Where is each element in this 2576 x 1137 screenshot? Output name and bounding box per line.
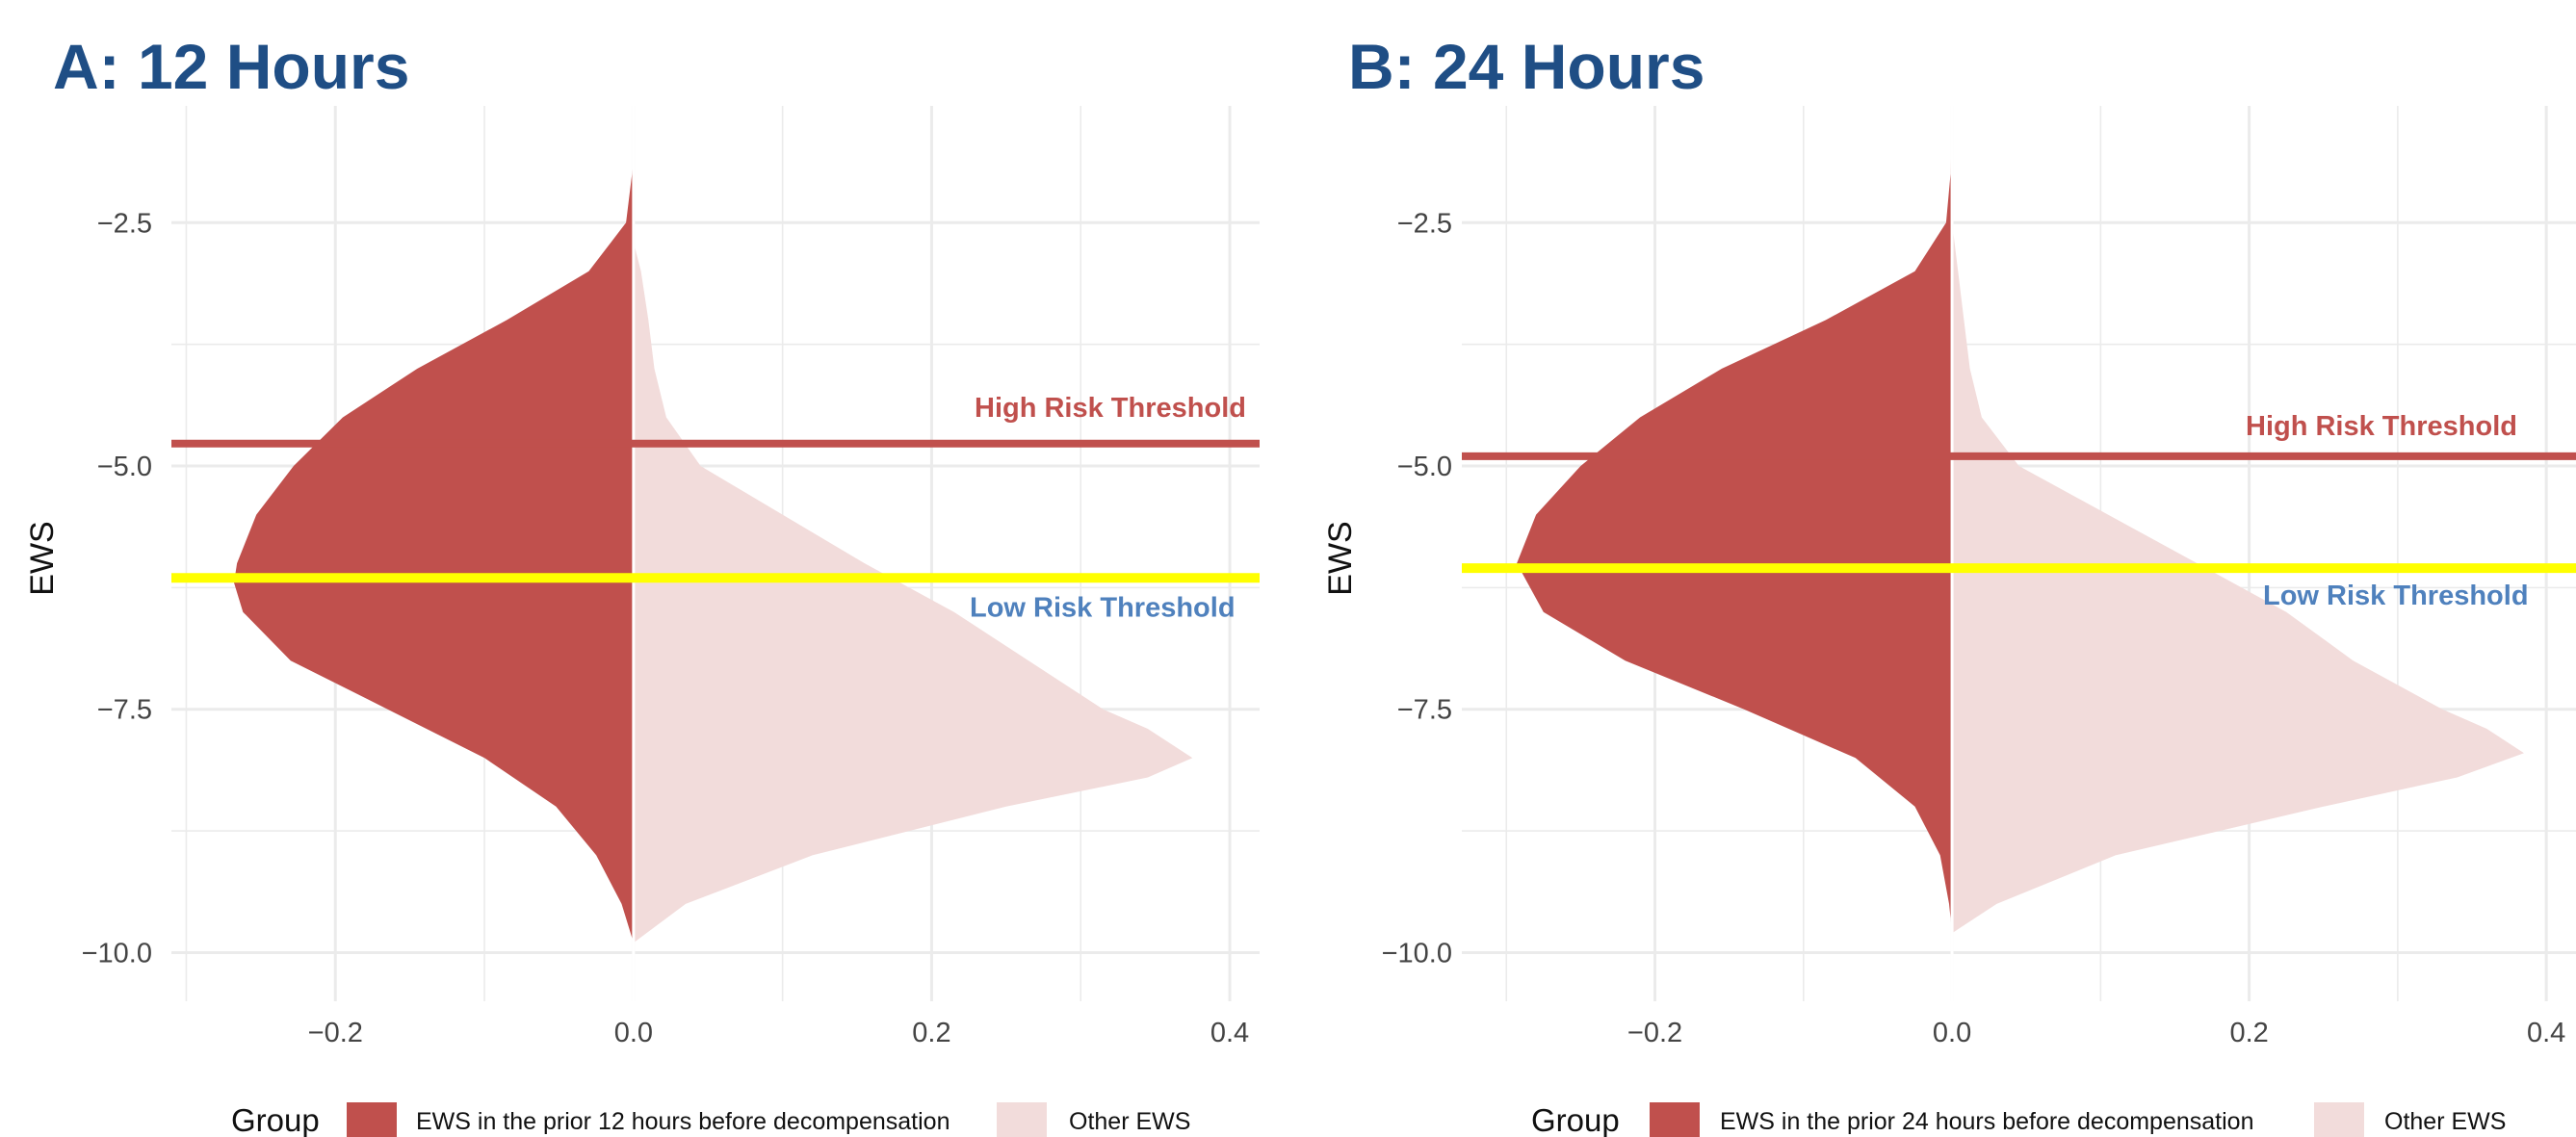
x-tick-label: 0.4 <box>2527 1018 2565 1048</box>
x-tick-label: −0.2 <box>308 1018 363 1048</box>
legend-swatch-prior <box>347 1102 397 1137</box>
high-risk-threshold-label: High Risk Threshold <box>975 393 1246 424</box>
panel-title: B: 24 Hours <box>1348 31 1704 102</box>
x-tick-label: 0.2 <box>2229 1018 2268 1048</box>
panel-a-12-hours: High Risk Threshold Low Risk Threshold −2.… <box>24 31 1260 1137</box>
legend-entry-prior: EWS in the prior 12 hours before decompe… <box>416 1108 950 1135</box>
y-tick-label: −2.5 <box>1397 208 1452 239</box>
x-tick-label: −0.2 <box>1627 1018 1682 1048</box>
violin-half-prior <box>234 135 634 943</box>
legend-swatch-other <box>997 1102 1047 1137</box>
low-risk-threshold-label: Low Risk Threshold <box>970 592 1236 623</box>
low-risk-threshold-label: Low Risk Threshold <box>2263 581 2529 611</box>
x-tick-label: 0.0 <box>1933 1018 1971 1048</box>
y-axis-title: EWS <box>24 521 61 595</box>
legend-entry-prior: EWS in the prior 24 hours before decompe… <box>1720 1108 2253 1135</box>
legend-title: Group <box>1531 1102 1620 1137</box>
y-tick-label: −2.5 <box>97 208 152 239</box>
panel-title: A: 12 Hours <box>53 31 409 102</box>
x-tick-label: 0.2 <box>912 1018 950 1048</box>
legend-entry-other: Other EWS <box>2384 1108 2506 1135</box>
high-risk-threshold-label: High Risk Threshold <box>2246 411 2517 442</box>
violin-half-other <box>633 242 1193 943</box>
legend-swatch-other <box>2314 1102 2364 1137</box>
panel-b-24-hours: High Risk Threshold Low Risk Threshold −2.… <box>1322 31 2576 1137</box>
y-axis-title: EWS <box>1322 521 1359 595</box>
violin-half-prior <box>1517 125 1953 934</box>
y-tick-label: −10.0 <box>82 938 152 969</box>
x-tick-label: 0.4 <box>1210 1018 1249 1048</box>
legend-entry-other: Other EWS <box>1069 1108 1190 1135</box>
legend: Group EWS in the prior 12 hours before de… <box>231 1102 1190 1137</box>
y-tick-label: −5.0 <box>1397 452 1452 482</box>
y-tick-label: −7.5 <box>97 695 152 726</box>
x-tick-label: 0.0 <box>614 1018 653 1048</box>
y-tick-label: −7.5 <box>1397 695 1452 726</box>
legend: Group EWS in the prior 24 hours before de… <box>1531 1102 2506 1137</box>
y-tick-label: −10.0 <box>1382 938 1452 969</box>
legend-title: Group <box>231 1102 320 1137</box>
violin-half-other <box>1952 222 2524 934</box>
legend-swatch-prior <box>1650 1102 1700 1137</box>
y-tick-label: −5.0 <box>97 452 152 482</box>
